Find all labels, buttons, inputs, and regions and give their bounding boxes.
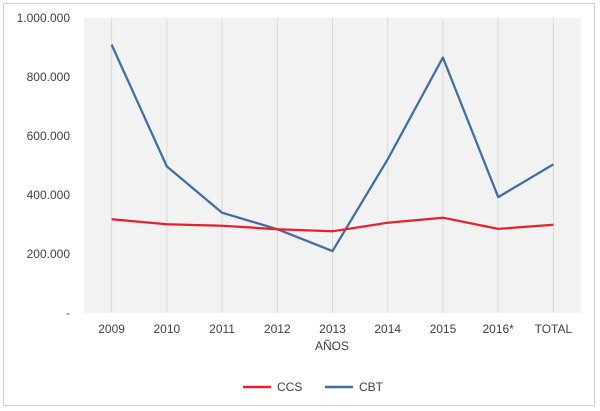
x-tick-label: 2009 [98,322,125,336]
x-tick-label: 2014 [374,322,401,336]
series-line-ccs [111,216,554,233]
y-tick-label: 600.000 [27,129,71,143]
legend-item-cbt: CBT [325,380,384,394]
x-tick-label: 2015 [430,322,457,336]
x-axis-ticks: 2009 2010 2011 2012 2013 2014 2015 2016* TOTAL [98,322,572,336]
x-tick-label: 2013 [319,322,346,336]
legend-label: CCS [277,380,302,394]
series-lines [110,44,554,253]
x-tick-label: 2012 [264,322,291,336]
gridlines [111,18,554,313]
x-tick-label: 2010 [153,322,180,336]
y-tick-label: 800.000 [27,70,71,84]
y-axis-ticks: - 200.000 400.000 600.000 800.000 1.000.000 [17,11,71,320]
legend: CCS CBT [243,380,384,394]
x-tick-label: TOTAL [535,322,573,336]
x-tick-label: 2011 [209,322,235,336]
series-line-cbt [110,44,554,253]
y-tick-label: 200.000 [27,247,71,261]
y-tick-label: 1.000.000 [17,11,71,25]
legend-item-ccs: CCS [243,380,302,394]
y-tick-label: 400.000 [27,188,71,202]
x-axis-title: AÑOS [315,339,349,353]
y-tick-label: - [66,306,70,320]
legend-label: CBT [359,380,384,394]
x-tick-label: 2016* [482,322,514,336]
